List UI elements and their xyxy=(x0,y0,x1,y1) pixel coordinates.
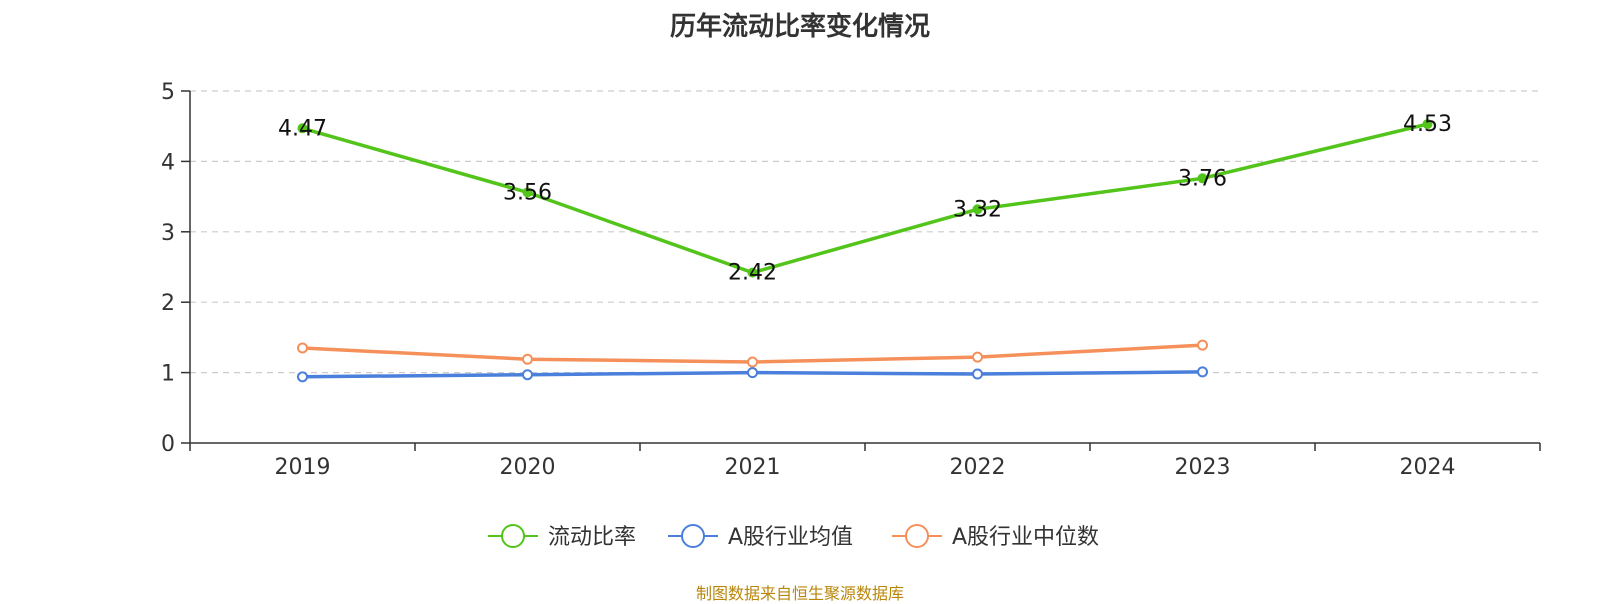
y-tick-label: 4 xyxy=(161,150,175,175)
data-point xyxy=(972,204,983,215)
data-point xyxy=(522,187,533,198)
data-point xyxy=(297,123,308,134)
x-tick-label: 2019 xyxy=(275,455,331,480)
legend-label: A股行业中位数 xyxy=(952,525,1099,550)
data-point xyxy=(1422,119,1433,130)
data-point xyxy=(1197,366,1208,378)
data-point xyxy=(522,369,533,381)
series-lines xyxy=(302,122,1428,379)
legend-label: 流动比率 xyxy=(548,525,636,550)
gridlines xyxy=(190,90,1540,374)
legend-item: 流动比率 xyxy=(488,524,636,550)
x-tick-label: 2023 xyxy=(1175,455,1231,480)
y-tick-label: 3 xyxy=(161,221,175,246)
data-label: 3.32 xyxy=(953,197,1002,222)
chart-title: 历年流动比率变化情况 xyxy=(669,12,930,42)
data-point xyxy=(297,342,308,354)
y-tick-label: 1 xyxy=(161,362,175,387)
y-tick-label: 2 xyxy=(161,291,175,316)
data-label: 3.76 xyxy=(1178,166,1227,191)
data-point xyxy=(747,267,758,278)
x-tick-label: 2022 xyxy=(950,455,1006,480)
source-note: 制图数据来自恒生聚源数据库 xyxy=(695,584,904,603)
data-point xyxy=(297,371,308,383)
legend-marker xyxy=(681,524,705,548)
series-points xyxy=(297,119,1433,383)
data-point xyxy=(972,351,983,363)
y-tick-label: 0 xyxy=(161,432,175,457)
legend-marker xyxy=(501,524,525,548)
data-label: 3.56 xyxy=(503,180,552,205)
data-point xyxy=(1197,339,1208,351)
data-point xyxy=(972,368,983,380)
legend-item: A股行业均值 xyxy=(668,524,853,550)
x-tick-label: 2021 xyxy=(725,455,781,480)
legend-marker xyxy=(905,524,929,548)
data-label: 4.53 xyxy=(1403,112,1452,137)
legend-label: A股行业均值 xyxy=(728,525,853,550)
data-label: 2.42 xyxy=(728,261,777,286)
axes: 0 1 2 3 4 5 2019 2020 2021 2022 2023 2024 xyxy=(161,80,1541,480)
data-point xyxy=(1197,173,1208,184)
series-line xyxy=(302,122,1428,275)
legend-item: A股行业中位数 xyxy=(892,524,1099,550)
x-tick-label: 2020 xyxy=(500,455,556,480)
y-tick-label: 5 xyxy=(161,80,175,105)
data-point xyxy=(747,367,758,379)
data-point xyxy=(522,353,533,365)
legend: 流动比率 A股行业均值 A股行业中位数 xyxy=(488,524,1099,550)
data-point xyxy=(747,356,758,368)
x-tick-label: 2024 xyxy=(1400,455,1456,480)
data-labels: 4.47 3.56 2.42 3.32 3.76 4.53 xyxy=(278,112,1452,286)
data-label: 4.47 xyxy=(278,116,327,141)
